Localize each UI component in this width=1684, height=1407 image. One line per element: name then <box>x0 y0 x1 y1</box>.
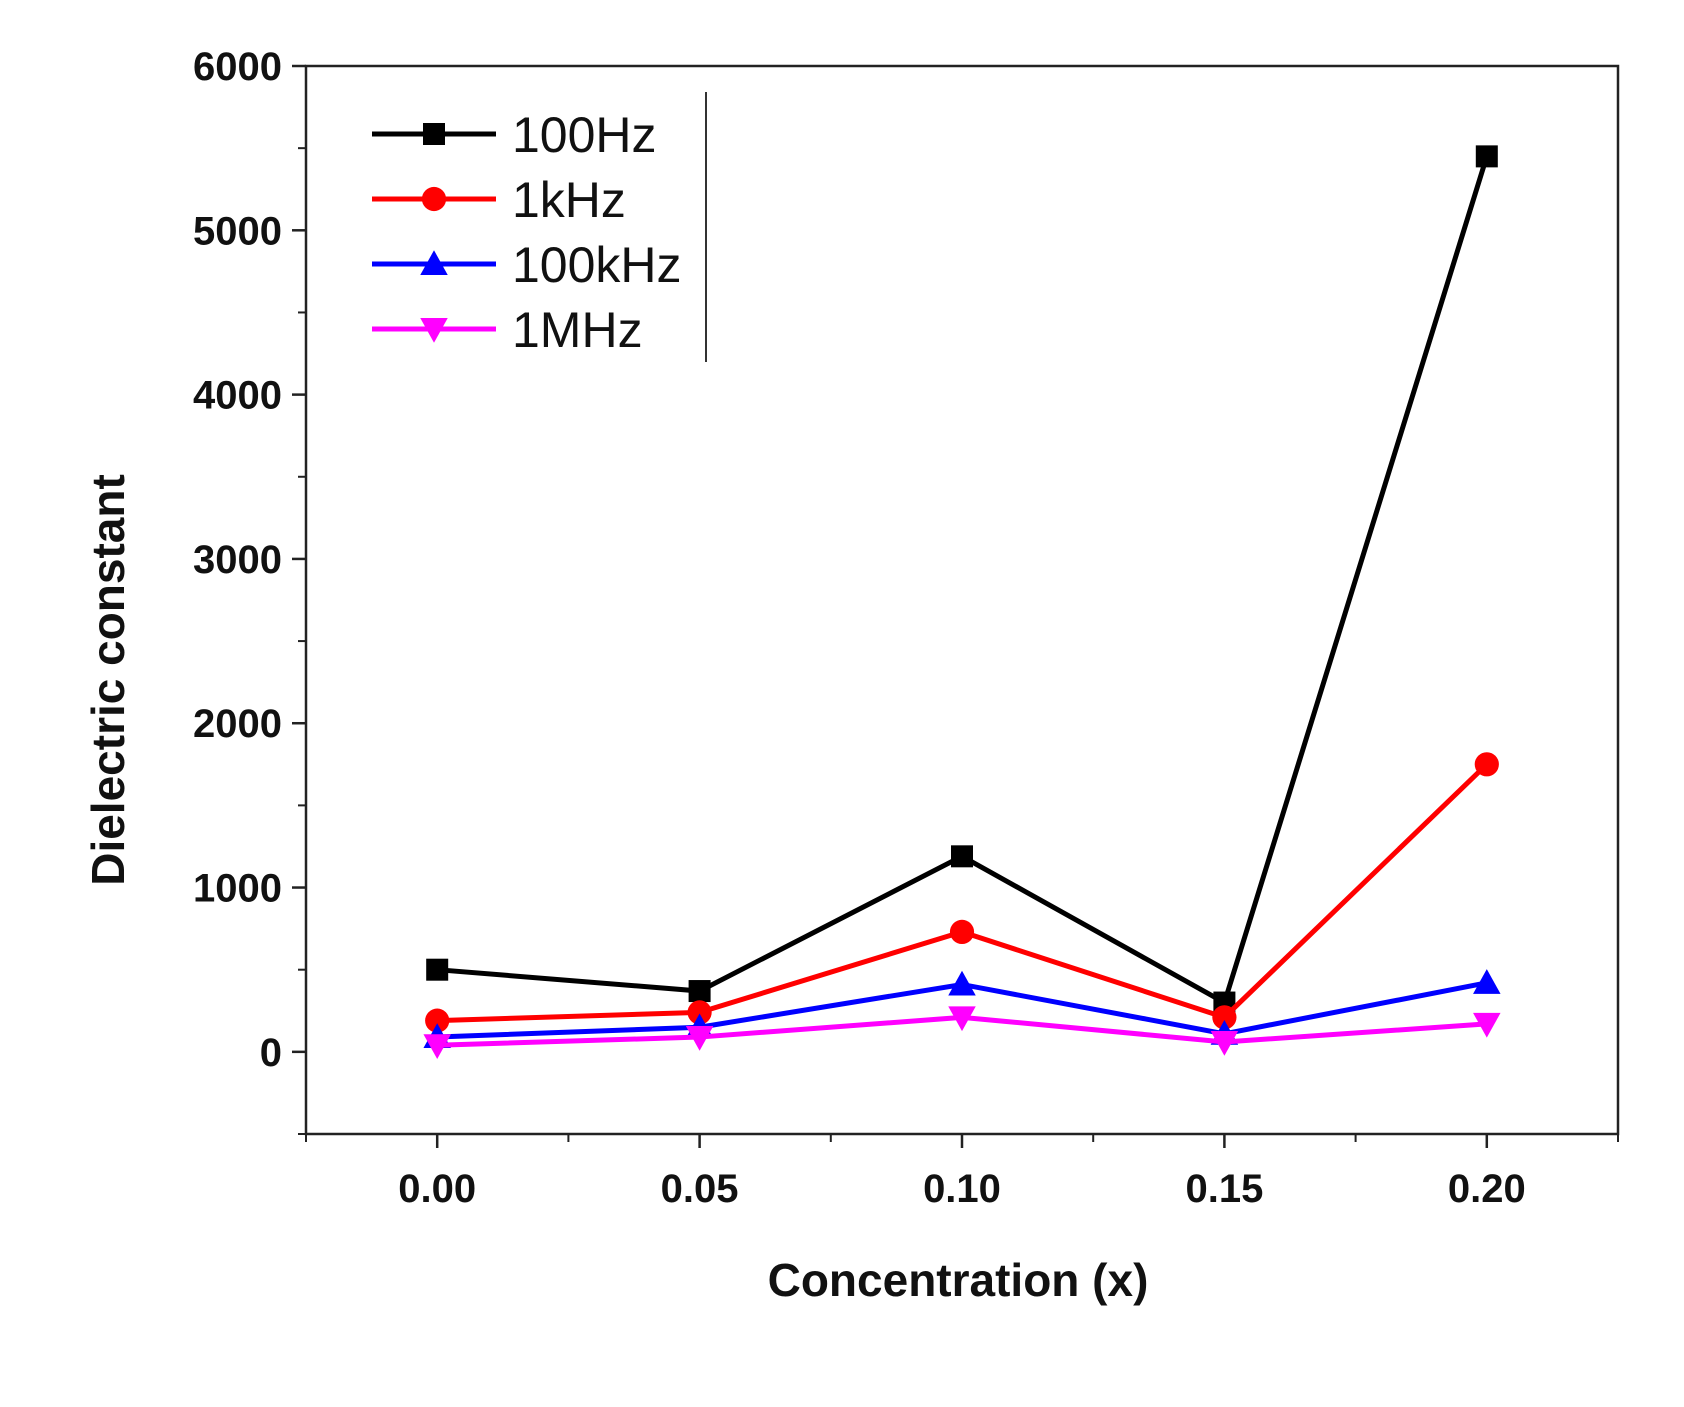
data-point-1mhz <box>423 1034 451 1060</box>
y-axis-title: Dielectric constant <box>82 474 134 886</box>
x-tick-label: 0.15 <box>1185 1167 1263 1211</box>
data-point-1mhz <box>1210 1030 1239 1056</box>
data-point-1mhz <box>948 1006 976 1032</box>
y-tick-label: 1000 <box>193 867 282 911</box>
legend-swatch-marker <box>421 186 447 212</box>
legend-item-100hz: 100Hz <box>372 107 657 163</box>
x-axis-title: Concentration (x) <box>768 1254 1149 1306</box>
legend-swatch-marker <box>420 318 448 343</box>
data-point-1khz <box>1212 1005 1237 1030</box>
legend: 100Hz 1kHz 100kHz 1MHz <box>372 92 707 362</box>
data-point-1mhz <box>685 1026 714 1051</box>
y-tick-label: 0 <box>260 1031 282 1075</box>
series-1mhz <box>423 1006 1501 1060</box>
data-point-100hz <box>1475 145 1498 168</box>
legend-item-100khz: 100kHz <box>372 237 682 293</box>
x-tick-label: 0.00 <box>398 1167 476 1211</box>
y-tick-label: 2000 <box>193 702 282 746</box>
legend-label-100khz: 100kHz <box>512 237 682 293</box>
x-tick-label: 0.20 <box>1448 1167 1526 1211</box>
data-point-100hz <box>951 845 973 868</box>
data-point-1khz <box>1474 752 1499 777</box>
y-tick-label: 3000 <box>193 538 282 582</box>
x-tick-label: 0.05 <box>661 1167 739 1211</box>
legend-item-1khz: 1kHz <box>372 172 626 228</box>
legend-item-1mhz: 1MHz <box>372 302 643 358</box>
y-tick-label: 6000 <box>193 45 282 89</box>
data-point-1khz <box>687 1000 712 1025</box>
data-point-1khz <box>425 1008 450 1033</box>
legend-label-100hz: 100Hz <box>512 107 657 163</box>
data-point-1khz <box>949 919 975 945</box>
legend-label-1khz: 1kHz <box>512 172 626 228</box>
data-point-100khz <box>1473 969 1501 994</box>
y-tick-label: 5000 <box>193 209 282 253</box>
legend-swatch-marker <box>423 123 445 145</box>
legend-label-1mhz: 1MHz <box>512 302 643 358</box>
series-1khz <box>425 752 1499 1033</box>
data-point-100hz <box>426 958 449 981</box>
x-tick-label: 0.10 <box>923 1167 1001 1211</box>
data-point-100khz <box>948 970 976 996</box>
y-tick-label: 4000 <box>193 374 282 418</box>
legend-swatch-marker <box>420 250 448 275</box>
data-point-100hz <box>688 980 711 1003</box>
data-point-1mhz <box>1473 1012 1501 1038</box>
